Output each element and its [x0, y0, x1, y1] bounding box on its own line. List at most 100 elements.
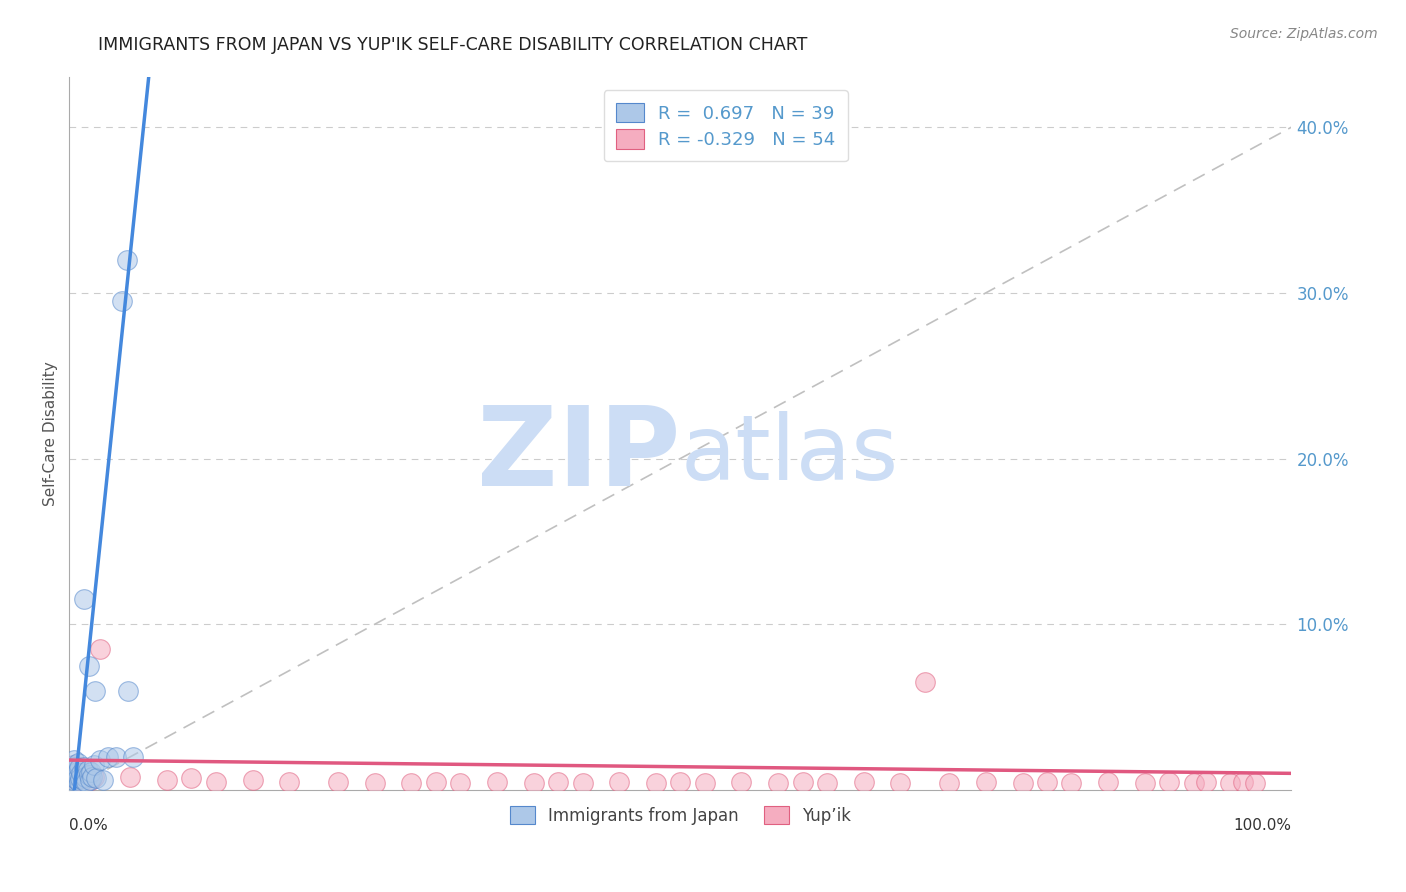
Point	[1232, 774, 1254, 789]
Point	[1195, 774, 1218, 789]
Point	[326, 774, 349, 789]
Point	[83, 758, 105, 772]
Point	[65, 760, 87, 774]
Point	[73, 760, 96, 774]
Point	[792, 774, 814, 789]
Point	[104, 749, 127, 764]
Point	[121, 749, 143, 764]
Point	[693, 776, 716, 790]
Point	[60, 763, 83, 777]
Point	[80, 772, 103, 787]
Point	[62, 772, 84, 787]
Point	[72, 772, 94, 787]
Legend: Immigrants from Japan, Yup’ik: Immigrants from Japan, Yup’ik	[503, 799, 858, 831]
Point	[115, 252, 138, 267]
Point	[364, 776, 387, 790]
Point	[815, 776, 838, 790]
Text: 0.0%: 0.0%	[69, 819, 108, 833]
Point	[938, 776, 960, 790]
Point	[63, 753, 86, 767]
Point	[62, 772, 84, 786]
Point	[1133, 776, 1156, 790]
Point	[67, 774, 90, 789]
Point	[69, 772, 91, 786]
Point	[180, 772, 202, 786]
Point	[60, 763, 83, 777]
Point	[77, 768, 100, 782]
Point	[76, 768, 98, 782]
Point	[242, 772, 264, 787]
Point	[278, 774, 301, 789]
Point	[82, 770, 104, 784]
Point	[669, 774, 692, 789]
Y-axis label: Self-Care Disability: Self-Care Disability	[44, 361, 58, 506]
Point	[59, 770, 82, 784]
Point	[62, 758, 84, 772]
Point	[425, 774, 447, 789]
Point	[73, 592, 96, 607]
Point	[889, 776, 911, 790]
Point	[117, 683, 139, 698]
Text: atlas: atlas	[681, 411, 898, 499]
Point	[67, 760, 90, 774]
Point	[80, 764, 103, 779]
Point	[60, 770, 83, 784]
Point	[645, 776, 668, 790]
Point	[156, 772, 179, 787]
Text: IMMIGRANTS FROM JAPAN VS YUP'IK SELF-CARE DISABILITY CORRELATION CHART: IMMIGRANTS FROM JAPAN VS YUP'IK SELF-CAR…	[98, 36, 808, 54]
Point	[1243, 776, 1265, 790]
Point	[63, 758, 86, 772]
Point	[65, 772, 87, 787]
Point	[65, 772, 87, 787]
Point	[766, 776, 789, 790]
Point	[1219, 776, 1241, 790]
Point	[571, 776, 593, 790]
Point	[547, 774, 569, 789]
Point	[83, 770, 105, 784]
Text: Source: ZipAtlas.com: Source: ZipAtlas.com	[1230, 27, 1378, 41]
Text: 100.0%: 100.0%	[1233, 819, 1292, 833]
Point	[70, 766, 93, 780]
Point	[523, 776, 546, 790]
Point	[59, 774, 82, 789]
Point	[120, 770, 142, 784]
Point	[89, 753, 111, 767]
Point	[66, 764, 89, 779]
Point	[89, 642, 111, 657]
Point	[607, 774, 630, 789]
Point	[852, 774, 875, 789]
Point	[1011, 776, 1033, 790]
Point	[974, 774, 997, 789]
Point	[1097, 774, 1119, 789]
Point	[84, 772, 107, 786]
Point	[485, 774, 508, 789]
Point	[401, 776, 423, 790]
Point	[66, 756, 89, 771]
Point	[93, 772, 115, 787]
Point	[69, 770, 91, 784]
Point	[66, 770, 89, 784]
Point	[449, 776, 471, 790]
Point	[65, 772, 87, 786]
Point	[1182, 776, 1205, 790]
Point	[63, 768, 86, 782]
Point	[111, 294, 134, 309]
Point	[77, 658, 100, 673]
Point	[1060, 776, 1083, 790]
Point	[730, 774, 752, 789]
Point	[73, 772, 96, 786]
Point	[76, 763, 98, 777]
Point	[79, 772, 101, 787]
Point	[914, 675, 936, 690]
Point	[205, 774, 228, 789]
Point	[67, 761, 90, 775]
Point	[83, 683, 105, 698]
Point	[75, 774, 97, 789]
Point	[75, 770, 97, 784]
Point	[1159, 774, 1181, 789]
Point	[65, 764, 87, 779]
Point	[1036, 774, 1059, 789]
Point	[70, 766, 93, 780]
Text: ZIP: ZIP	[477, 401, 681, 508]
Point	[65, 768, 87, 782]
